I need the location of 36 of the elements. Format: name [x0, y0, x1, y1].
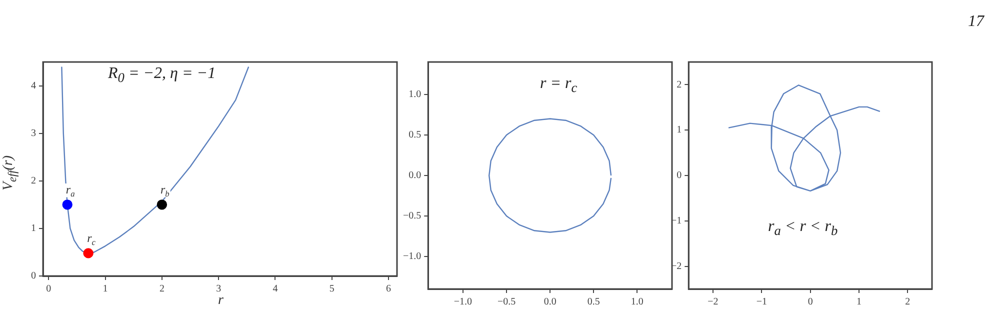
y-tick-label: 0: [676, 170, 682, 182]
x-tick-label: 0: [808, 296, 813, 308]
y-tick-label: 1: [31, 223, 36, 234]
x-tick-label: 0.0: [544, 296, 556, 308]
x-tick-label: −2: [708, 296, 718, 308]
y-tick-label: 0.5: [408, 130, 422, 141]
x-tick-label: 4: [272, 284, 278, 295]
x-axis-title: r: [218, 293, 224, 309]
y-tick-label: 3: [31, 128, 36, 139]
x-tick-label: 2: [905, 296, 910, 308]
x-tick-label: 1: [856, 296, 862, 308]
x-tick-label: −1: [756, 296, 767, 308]
x-tick-label: 1.0: [630, 296, 644, 308]
annotation: r$_{a}$ < r < r$_{b}$: [768, 218, 838, 240]
x-tick-label: 1: [102, 284, 108, 295]
x-tick-label: 3: [216, 284, 222, 295]
y-tick-label: 1.0: [408, 89, 422, 100]
y-tick-label: 0.0: [408, 170, 422, 182]
y-tick-label: 0: [31, 270, 36, 282]
y-tick-label: 1: [676, 124, 682, 136]
y-tick-label: −1.0: [403, 251, 422, 262]
x-tick-label: −0.5: [497, 296, 516, 308]
y-tick-label: −2: [671, 260, 682, 272]
x-tick-label: −1.0: [454, 296, 472, 308]
y-tick-label: −0.5: [403, 210, 422, 222]
x-tick-label: 2: [159, 284, 164, 295]
x-tick-label: 5: [329, 284, 334, 295]
y-tick-label: 2: [676, 79, 682, 90]
annotation: R$_{0}$ = −2, η = −1: [108, 65, 216, 86]
y-tick-label: 4: [31, 80, 36, 92]
x-tick-label: 6: [386, 284, 392, 295]
x-tick-label: 0.5: [587, 296, 600, 308]
text: 17: [968, 13, 984, 31]
annotation: r = r$_{c}$: [540, 75, 578, 96]
x-tick-label: 0: [46, 284, 52, 295]
y-tick-label: 2: [31, 176, 36, 187]
